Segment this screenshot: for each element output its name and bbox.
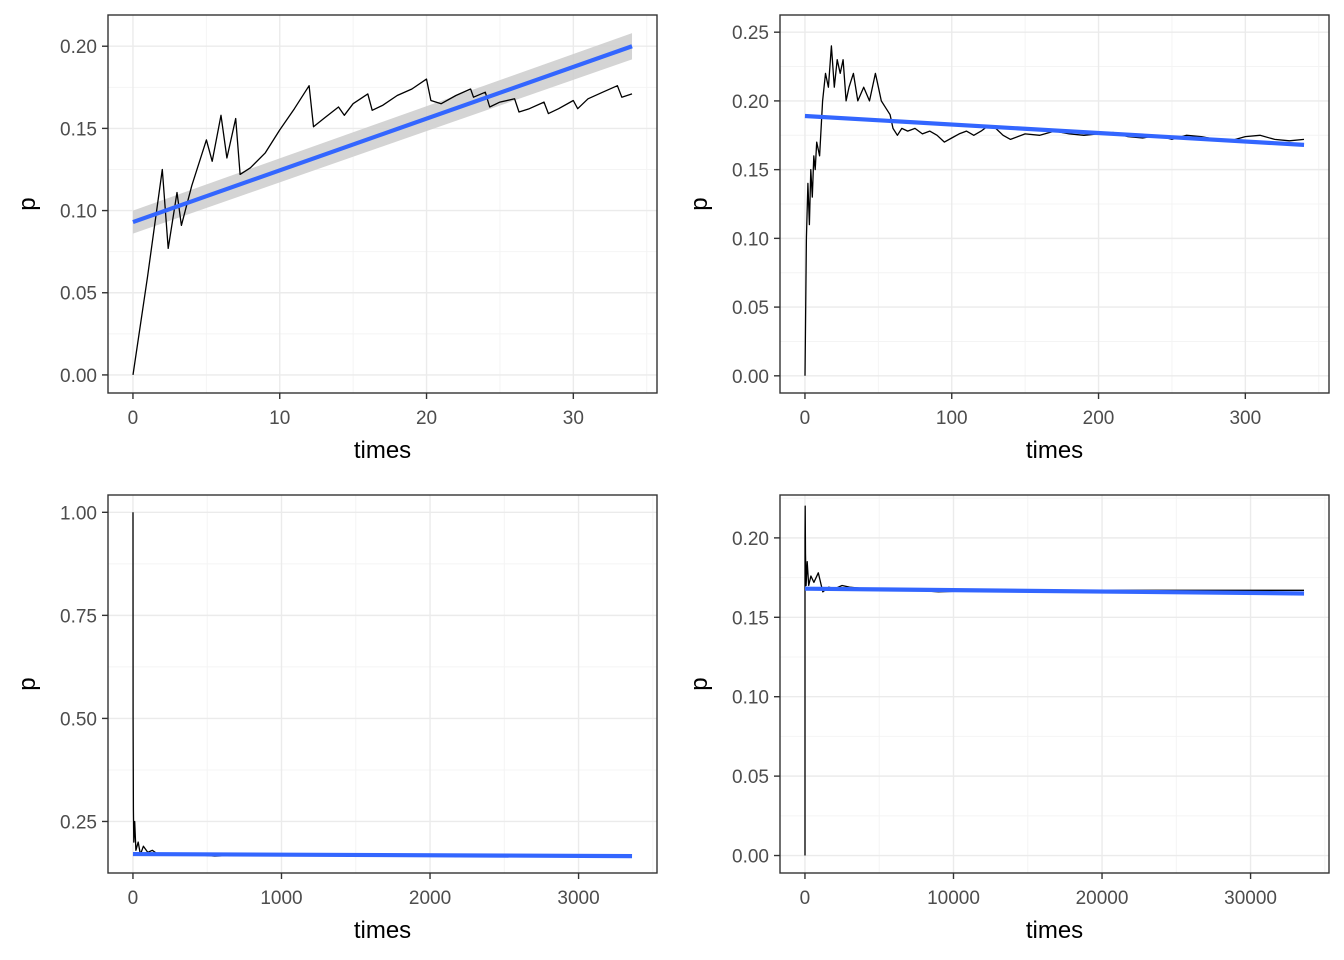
x-tick-label: 2000 xyxy=(409,888,451,909)
y-axis-title: p xyxy=(686,197,713,210)
y-tick-label: 0.05 xyxy=(60,284,97,305)
x-axis-title: times xyxy=(354,917,411,944)
panel-background xyxy=(108,495,657,873)
y-tick-label: 0.15 xyxy=(60,119,97,140)
y-axis-title: p xyxy=(14,677,41,690)
x-tick-label: 10000 xyxy=(927,888,980,909)
series-line-linear-fit xyxy=(132,44,633,225)
series-line-proportion xyxy=(804,45,1305,376)
series-line-linear-fit xyxy=(132,851,633,859)
panel-border xyxy=(779,14,1330,394)
y-tick-label: 1.00 xyxy=(60,503,97,524)
y-tick-label: 0.75 xyxy=(60,606,97,627)
y-tick-label: 0.20 xyxy=(732,92,769,113)
chart-panel-3: 0 1000 2000 3000 0.25 0.50 0.75 1.00 times p xyxy=(14,494,658,944)
x-tick-label: 1000 xyxy=(260,888,302,909)
y-tick-label: 0.20 xyxy=(60,37,97,58)
x-tick-label: 3000 xyxy=(557,888,599,909)
y-tick-label: 0.15 xyxy=(732,161,769,182)
series-line-linear-fit xyxy=(804,586,1305,596)
x-tick-label: 0 xyxy=(128,408,139,429)
y-tick-label: 0.15 xyxy=(732,608,769,629)
x-tick-label: 0 xyxy=(128,888,139,909)
y-tick-label: 0.10 xyxy=(732,229,769,250)
x-tick-label: 300 xyxy=(1229,408,1261,429)
y-axis-title: p xyxy=(14,197,41,210)
y-tick-label: 0.00 xyxy=(60,366,97,387)
x-tick-label: 30 xyxy=(563,408,584,429)
x-tick-label: 200 xyxy=(1083,408,1115,429)
x-tick-label: 0 xyxy=(800,888,811,909)
panel-border xyxy=(107,494,658,874)
panel-background xyxy=(780,495,1329,873)
x-tick-label: 20 xyxy=(416,408,437,429)
x-tick-label: 20000 xyxy=(1076,888,1129,909)
y-tick-label: 0.20 xyxy=(732,529,769,550)
y-tick-label: 0.10 xyxy=(60,202,97,223)
y-axis-title: p xyxy=(686,677,713,690)
series-line-linear-fit xyxy=(804,113,1305,147)
x-axis-title: times xyxy=(1026,437,1083,464)
y-tick-label: 0.00 xyxy=(732,367,769,388)
x-tick-label: 100 xyxy=(936,408,968,429)
y-tick-label: 0.50 xyxy=(60,709,97,730)
x-axis-title: times xyxy=(1026,917,1083,944)
series-line-proportion xyxy=(132,78,633,375)
y-tick-label: 0.05 xyxy=(732,298,769,319)
x-tick-label: 10 xyxy=(269,408,290,429)
y-tick-label: 0.05 xyxy=(732,767,769,788)
chart-panel-2: 0 100 200 300 0.00 0.05 0.10 0.15 0.20 0.25 times p xyxy=(686,14,1330,464)
y-tick-label: 0.25 xyxy=(60,812,97,833)
x-axis-title: times xyxy=(354,437,411,464)
chart-panel-4: 0 10000 20000 30000 0.00 0.05 0.10 0.15 0.20 time… xyxy=(686,494,1330,944)
y-tick-label: 0.00 xyxy=(732,847,769,868)
x-tick-label: 0 xyxy=(800,408,811,429)
chart-panel-1: 0 10 20 30 0.00 0.05 0.10 0.15 0.20 times p xyxy=(14,14,658,464)
y-tick-label: 0.10 xyxy=(732,688,769,709)
x-tick-label: 30000 xyxy=(1224,888,1277,909)
y-tick-label: 0.25 xyxy=(732,23,769,44)
panel-border xyxy=(107,14,658,394)
panel-border xyxy=(779,494,1330,874)
